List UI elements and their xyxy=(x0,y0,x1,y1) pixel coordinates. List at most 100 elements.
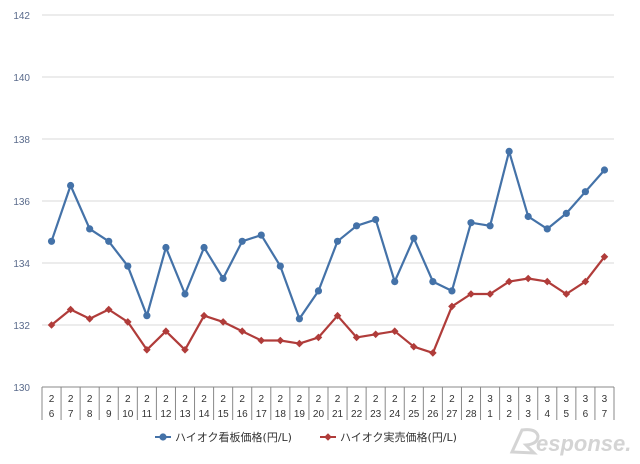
data-point xyxy=(257,231,265,239)
y-tick-label: 134 xyxy=(13,259,30,270)
y-axis: 130 132 134 136 138 140 142 xyxy=(13,11,30,394)
data-point xyxy=(467,290,475,298)
data-point xyxy=(276,262,284,270)
x-tick-label-month: 2 xyxy=(163,394,169,405)
data-point xyxy=(47,321,56,329)
x-tick-label-month: 2 xyxy=(125,394,131,405)
data-point xyxy=(543,225,551,233)
data-point xyxy=(524,212,532,221)
x-tick-label-month: 2 xyxy=(144,394,150,405)
data-point xyxy=(505,277,513,286)
x-tick-label-day: 6 xyxy=(49,409,55,420)
series-line xyxy=(50,256,606,354)
legend-item-1: ハイオク看板価格(円/L) xyxy=(155,430,292,444)
series-2 xyxy=(47,253,609,357)
x-tick-label-day: 5 xyxy=(564,409,570,420)
data-point xyxy=(219,274,227,283)
data-point xyxy=(104,305,113,314)
x-tick-label-month: 3 xyxy=(583,394,589,405)
data-point xyxy=(352,333,361,342)
x-tick-label-month: 2 xyxy=(106,394,112,405)
x-tick-label-day: 22 xyxy=(351,409,363,420)
x-tick-label-day: 10 xyxy=(122,409,134,420)
x-tick-label-day: 26 xyxy=(427,409,439,420)
data-point xyxy=(429,278,437,286)
data-point xyxy=(429,349,437,357)
x-tick-label-day: 13 xyxy=(179,409,191,420)
legend: ハイオク看板価格(円/L) ハイオク実売価格(円/L) xyxy=(155,430,457,444)
x-tick-label-day: 8 xyxy=(87,409,93,420)
data-point xyxy=(295,315,303,323)
series-1 xyxy=(47,147,609,323)
y-tick-label: 142 xyxy=(13,11,30,22)
x-tick-label-month: 2 xyxy=(87,394,93,405)
x-tick-label-month: 2 xyxy=(316,394,322,405)
x-tick-label-month: 3 xyxy=(487,394,493,405)
x-tick-label-day: 1 xyxy=(487,409,493,420)
x-tick-label-month: 2 xyxy=(182,394,188,405)
data-point xyxy=(314,333,323,342)
x-tick-label-month: 2 xyxy=(49,394,55,405)
data-point xyxy=(543,277,552,286)
data-point xyxy=(581,188,590,196)
data-point xyxy=(524,274,532,283)
x-tick-label-day: 16 xyxy=(237,409,249,420)
x-tick-label-month: 2 xyxy=(449,394,455,405)
x-tick-label-day: 7 xyxy=(602,409,608,420)
x-tick-label-day: 18 xyxy=(275,409,287,420)
y-tick-label: 130 xyxy=(13,383,30,394)
data-point xyxy=(143,346,151,354)
data-point xyxy=(562,209,570,217)
data-point xyxy=(47,237,56,245)
y-tick-label: 132 xyxy=(13,321,30,332)
response-logo: esponse. xyxy=(509,428,631,456)
x-tick-label-day: 17 xyxy=(256,409,268,420)
x-tick-label-day: 24 xyxy=(389,409,401,420)
data-point xyxy=(66,305,75,314)
data-point xyxy=(219,318,227,326)
data-point xyxy=(67,181,75,190)
legend-label: ハイオク実売価格(円/L) xyxy=(340,430,457,444)
x-tick-label-month: 2 xyxy=(335,394,341,405)
data-point xyxy=(391,278,399,286)
x-tick-label-month: 2 xyxy=(297,394,303,405)
logo-r-swoosh xyxy=(509,428,540,455)
data-point xyxy=(238,327,246,335)
response-watermark: esponse. xyxy=(509,428,631,456)
x-tick-label-month: 2 xyxy=(392,394,398,405)
data-point xyxy=(467,219,475,227)
y-tick-label: 140 xyxy=(13,73,30,84)
data-point xyxy=(505,147,513,155)
data-point xyxy=(600,166,609,174)
data-point xyxy=(143,312,151,320)
y-tick-label: 138 xyxy=(13,135,30,146)
grid-lines xyxy=(42,14,614,326)
data-point xyxy=(486,222,494,230)
x-tick-label-day: 15 xyxy=(218,409,230,420)
x-tick-label-month: 3 xyxy=(602,394,608,405)
x-tick-label-day: 21 xyxy=(332,409,344,420)
data-point xyxy=(124,318,132,326)
data-point xyxy=(162,243,170,252)
x-tick-label-day: 9 xyxy=(106,409,112,420)
data-point xyxy=(85,315,94,323)
x-tick-label-day: 3 xyxy=(525,409,531,420)
x-tick-label-month: 2 xyxy=(201,394,207,405)
data-point xyxy=(353,222,361,230)
x-tick-label-day: 25 xyxy=(408,409,420,420)
data-point xyxy=(257,336,266,345)
x-tick-label-day: 28 xyxy=(465,409,477,420)
x-tick-label-month: 2 xyxy=(354,394,360,405)
data-point xyxy=(200,311,208,320)
data-point xyxy=(200,243,208,252)
x-tick-label-day: 7 xyxy=(68,409,74,420)
x-tick-label-day: 14 xyxy=(199,409,211,420)
data-point xyxy=(314,287,323,295)
y-tick-label: 136 xyxy=(13,197,30,208)
data-point xyxy=(448,287,456,295)
x-tick-label-day: 20 xyxy=(313,409,325,420)
watermark-text: esponse. xyxy=(536,431,631,456)
data-point xyxy=(333,237,342,245)
data-point xyxy=(581,277,590,286)
